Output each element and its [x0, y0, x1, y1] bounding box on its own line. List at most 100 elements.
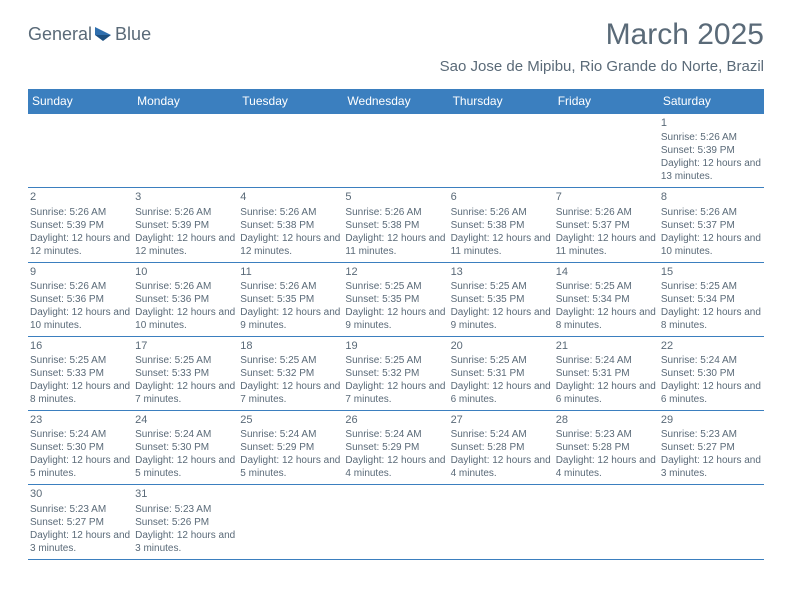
sunrise-text: Sunrise: 5:24 AM	[451, 428, 552, 441]
calendar-cell	[659, 485, 764, 559]
calendar-cell	[133, 114, 238, 188]
calendar-cell: 18Sunrise: 5:25 AMSunset: 5:32 PMDayligh…	[238, 336, 343, 410]
calendar-cell: 6Sunrise: 5:26 AMSunset: 5:38 PMDaylight…	[449, 188, 554, 262]
day-number: 31	[135, 487, 236, 501]
daylight-text: Daylight: 12 hours and 5 minutes.	[30, 454, 131, 480]
sunrise-text: Sunrise: 5:26 AM	[661, 131, 762, 144]
day-number: 26	[345, 413, 446, 427]
calendar-week-row: 1Sunrise: 5:26 AMSunset: 5:39 PMDaylight…	[28, 114, 764, 188]
day-number: 7	[556, 190, 657, 204]
day-number: 18	[240, 339, 341, 353]
sunrise-text: Sunrise: 5:24 AM	[30, 428, 131, 441]
daylight-text: Daylight: 12 hours and 9 minutes.	[240, 306, 341, 332]
day-number: 29	[661, 413, 762, 427]
calendar-week-row: 30Sunrise: 5:23 AMSunset: 5:27 PMDayligh…	[28, 485, 764, 559]
calendar-cell: 8Sunrise: 5:26 AMSunset: 5:37 PMDaylight…	[659, 188, 764, 262]
calendar-cell: 31Sunrise: 5:23 AMSunset: 5:26 PMDayligh…	[133, 485, 238, 559]
weekday-header: Saturday	[659, 89, 764, 114]
sunset-text: Sunset: 5:29 PM	[240, 441, 341, 454]
calendar-cell	[449, 485, 554, 559]
day-number: 13	[451, 265, 552, 279]
daylight-text: Daylight: 12 hours and 8 minutes.	[661, 306, 762, 332]
calendar-cell	[28, 114, 133, 188]
daylight-text: Daylight: 12 hours and 13 minutes.	[661, 157, 762, 183]
calendar-cell: 23Sunrise: 5:24 AMSunset: 5:30 PMDayligh…	[28, 411, 133, 485]
sunset-text: Sunset: 5:39 PM	[135, 219, 236, 232]
sunrise-text: Sunrise: 5:26 AM	[240, 280, 341, 293]
calendar-cell: 21Sunrise: 5:24 AMSunset: 5:31 PMDayligh…	[554, 336, 659, 410]
calendar-week-row: 16Sunrise: 5:25 AMSunset: 5:33 PMDayligh…	[28, 336, 764, 410]
sunrise-text: Sunrise: 5:25 AM	[345, 280, 446, 293]
sunset-text: Sunset: 5:37 PM	[661, 219, 762, 232]
calendar-cell: 16Sunrise: 5:25 AMSunset: 5:33 PMDayligh…	[28, 336, 133, 410]
day-number: 12	[345, 265, 446, 279]
sunrise-text: Sunrise: 5:23 AM	[556, 428, 657, 441]
weekday-header: Wednesday	[343, 89, 448, 114]
daylight-text: Daylight: 12 hours and 10 minutes.	[135, 306, 236, 332]
logo-text-general: General	[28, 24, 92, 45]
daylight-text: Daylight: 12 hours and 3 minutes.	[30, 529, 131, 555]
daylight-text: Daylight: 12 hours and 6 minutes.	[556, 380, 657, 406]
weekday-header: Sunday	[28, 89, 133, 114]
sunrise-text: Sunrise: 5:24 AM	[135, 428, 236, 441]
day-number: 23	[30, 413, 131, 427]
calendar-cell: 26Sunrise: 5:24 AMSunset: 5:29 PMDayligh…	[343, 411, 448, 485]
sunset-text: Sunset: 5:26 PM	[135, 516, 236, 529]
sunset-text: Sunset: 5:29 PM	[345, 441, 446, 454]
logo: General Blue	[28, 24, 151, 45]
daylight-text: Daylight: 12 hours and 9 minutes.	[451, 306, 552, 332]
calendar-cell	[554, 114, 659, 188]
sunrise-text: Sunrise: 5:23 AM	[661, 428, 762, 441]
calendar-cell: 3Sunrise: 5:26 AMSunset: 5:39 PMDaylight…	[133, 188, 238, 262]
sunset-text: Sunset: 5:33 PM	[135, 367, 236, 380]
day-number: 3	[135, 190, 236, 204]
daylight-text: Daylight: 12 hours and 10 minutes.	[661, 232, 762, 258]
daylight-text: Daylight: 12 hours and 12 minutes.	[30, 232, 131, 258]
calendar-cell: 25Sunrise: 5:24 AMSunset: 5:29 PMDayligh…	[238, 411, 343, 485]
day-number: 24	[135, 413, 236, 427]
calendar-cell: 27Sunrise: 5:24 AMSunset: 5:28 PMDayligh…	[449, 411, 554, 485]
sunset-text: Sunset: 5:37 PM	[556, 219, 657, 232]
sunset-text: Sunset: 5:32 PM	[240, 367, 341, 380]
calendar-cell: 24Sunrise: 5:24 AMSunset: 5:30 PMDayligh…	[133, 411, 238, 485]
sunrise-text: Sunrise: 5:24 AM	[240, 428, 341, 441]
sunrise-text: Sunrise: 5:25 AM	[556, 280, 657, 293]
day-number: 5	[345, 190, 446, 204]
calendar-cell: 29Sunrise: 5:23 AMSunset: 5:27 PMDayligh…	[659, 411, 764, 485]
sunrise-text: Sunrise: 5:26 AM	[661, 206, 762, 219]
sunset-text: Sunset: 5:39 PM	[30, 219, 131, 232]
calendar-cell: 2Sunrise: 5:26 AMSunset: 5:39 PMDaylight…	[28, 188, 133, 262]
calendar-cell: 9Sunrise: 5:26 AMSunset: 5:36 PMDaylight…	[28, 262, 133, 336]
daylight-text: Daylight: 12 hours and 3 minutes.	[661, 454, 762, 480]
calendar-table: Sunday Monday Tuesday Wednesday Thursday…	[28, 89, 764, 560]
sunrise-text: Sunrise: 5:24 AM	[556, 354, 657, 367]
calendar-cell: 19Sunrise: 5:25 AMSunset: 5:32 PMDayligh…	[343, 336, 448, 410]
calendar-cell: 5Sunrise: 5:26 AMSunset: 5:38 PMDaylight…	[343, 188, 448, 262]
day-number: 22	[661, 339, 762, 353]
calendar-cell: 20Sunrise: 5:25 AMSunset: 5:31 PMDayligh…	[449, 336, 554, 410]
daylight-text: Daylight: 12 hours and 8 minutes.	[30, 380, 131, 406]
daylight-text: Daylight: 12 hours and 12 minutes.	[240, 232, 341, 258]
day-number: 10	[135, 265, 236, 279]
day-number: 21	[556, 339, 657, 353]
sunrise-text: Sunrise: 5:26 AM	[345, 206, 446, 219]
sunset-text: Sunset: 5:35 PM	[240, 293, 341, 306]
location-subtitle: Sao Jose de Mipibu, Rio Grande do Norte,…	[28, 58, 764, 75]
day-number: 1	[661, 116, 762, 130]
weekday-header: Friday	[554, 89, 659, 114]
day-number: 11	[240, 265, 341, 279]
daylight-text: Daylight: 12 hours and 7 minutes.	[240, 380, 341, 406]
calendar-cell: 14Sunrise: 5:25 AMSunset: 5:34 PMDayligh…	[554, 262, 659, 336]
calendar-week-row: 9Sunrise: 5:26 AMSunset: 5:36 PMDaylight…	[28, 262, 764, 336]
sunrise-text: Sunrise: 5:25 AM	[451, 354, 552, 367]
calendar-cell	[449, 114, 554, 188]
logo-flag-icon	[93, 25, 115, 45]
sunrise-text: Sunrise: 5:24 AM	[345, 428, 446, 441]
daylight-text: Daylight: 12 hours and 11 minutes.	[451, 232, 552, 258]
sunrise-text: Sunrise: 5:23 AM	[135, 503, 236, 516]
daylight-text: Daylight: 12 hours and 12 minutes.	[135, 232, 236, 258]
calendar-week-row: 23Sunrise: 5:24 AMSunset: 5:30 PMDayligh…	[28, 411, 764, 485]
calendar-cell: 22Sunrise: 5:24 AMSunset: 5:30 PMDayligh…	[659, 336, 764, 410]
calendar-cell	[238, 114, 343, 188]
sunrise-text: Sunrise: 5:25 AM	[240, 354, 341, 367]
